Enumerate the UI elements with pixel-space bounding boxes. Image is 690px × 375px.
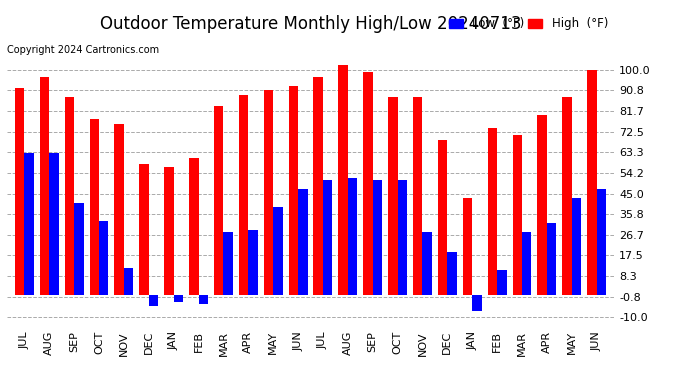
Bar xyxy=(139,164,149,295)
Bar xyxy=(199,295,208,304)
Bar xyxy=(15,88,24,295)
Bar xyxy=(422,232,432,295)
Bar xyxy=(338,65,348,295)
Bar xyxy=(189,158,199,295)
Bar xyxy=(497,270,506,295)
Bar xyxy=(288,86,298,295)
Text: Outdoor Temperature Monthly High/Low 20240713: Outdoor Temperature Monthly High/Low 202… xyxy=(100,15,521,33)
Bar xyxy=(298,189,308,295)
Bar xyxy=(99,220,108,295)
Bar xyxy=(438,140,447,295)
Bar xyxy=(24,153,34,295)
Bar xyxy=(463,198,472,295)
Bar xyxy=(49,153,59,295)
Bar xyxy=(90,119,99,295)
Bar xyxy=(149,295,158,306)
Bar xyxy=(40,76,49,295)
Bar xyxy=(373,180,382,295)
Bar xyxy=(248,230,258,295)
Bar xyxy=(273,207,283,295)
Bar xyxy=(472,295,482,310)
Bar xyxy=(572,198,581,295)
Bar xyxy=(115,124,124,295)
Bar xyxy=(363,72,373,295)
Bar xyxy=(597,189,606,295)
Bar xyxy=(224,232,233,295)
Bar xyxy=(522,232,531,295)
Bar xyxy=(323,180,333,295)
Bar xyxy=(264,90,273,295)
Bar xyxy=(124,268,133,295)
Bar xyxy=(397,180,407,295)
Text: Copyright 2024 Cartronics.com: Copyright 2024 Cartronics.com xyxy=(7,45,159,55)
Bar xyxy=(65,97,74,295)
Bar xyxy=(74,202,83,295)
Bar xyxy=(513,135,522,295)
Bar xyxy=(587,70,597,295)
Bar xyxy=(547,223,556,295)
Bar xyxy=(239,94,248,295)
Bar xyxy=(388,97,397,295)
Bar xyxy=(538,115,547,295)
Bar xyxy=(562,97,572,295)
Bar xyxy=(348,178,357,295)
Bar xyxy=(174,295,183,302)
Bar xyxy=(313,76,323,295)
Bar xyxy=(164,166,174,295)
Bar xyxy=(413,97,422,295)
Legend: Low  (°F), High  (°F): Low (°F), High (°F) xyxy=(448,17,608,30)
Bar xyxy=(447,252,457,295)
Bar xyxy=(488,128,497,295)
Bar xyxy=(214,106,224,295)
